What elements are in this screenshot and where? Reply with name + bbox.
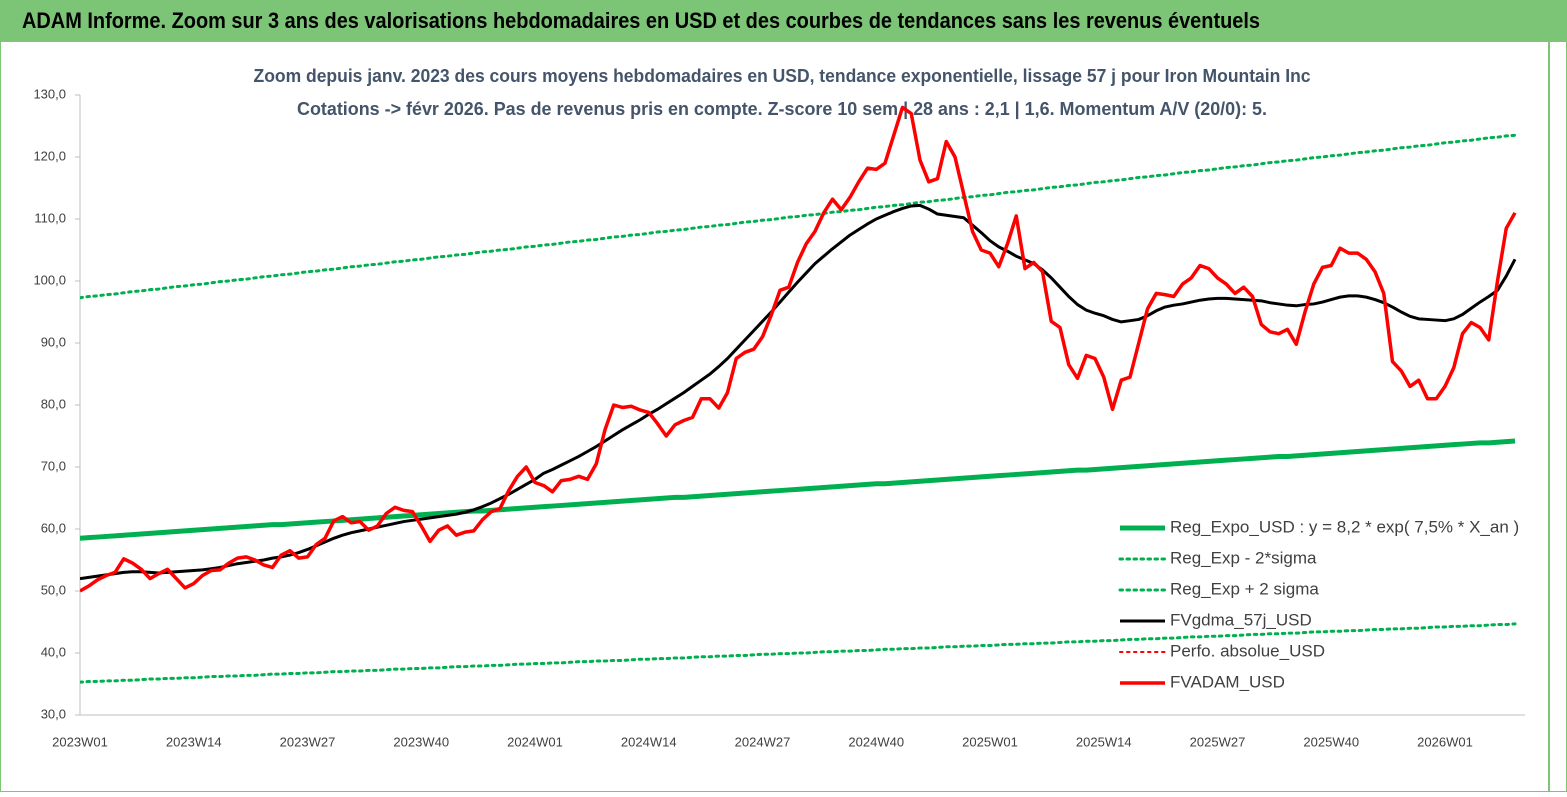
legend-label: Reg_Exp + 2 sigma — [1170, 579, 1319, 598]
x-tick-label: 2024W01 — [507, 734, 563, 749]
series-line — [80, 438, 1516, 541]
x-tick-label: 2025W14 — [1076, 734, 1132, 749]
series-line — [80, 133, 1517, 300]
y-tick-label: 100,0 — [33, 272, 66, 287]
banner-band — [0, 0, 1567, 42]
x-tick-label: 2024W27 — [735, 734, 791, 749]
x-tick-label: 2025W01 — [962, 734, 1018, 749]
chart-title: Zoom depuis janv. 2023 des cours moyens … — [254, 66, 1311, 86]
y-tick-label: 130,0 — [33, 86, 66, 101]
series-line — [80, 622, 1517, 684]
y-tick-label: 60,0 — [41, 520, 66, 535]
y-tick-label: 90,0 — [41, 334, 66, 349]
x-tick-label: 2025W40 — [1303, 734, 1359, 749]
legend-label: Perfo. absolue_USD — [1170, 641, 1325, 660]
banner-title: ADAM Informe. Zoom sur 3 ans des valoris… — [22, 8, 1260, 33]
x-tick-label: 2024W14 — [621, 734, 677, 749]
x-tick-label: 2023W01 — [52, 734, 108, 749]
legend-label: Reg_Exp - 2*sigma — [1170, 548, 1317, 567]
x-tick-label: 2023W27 — [280, 734, 336, 749]
legend-label: FVgdma_57j_USD — [1170, 610, 1312, 629]
x-tick-label: 2026W01 — [1417, 734, 1473, 749]
y-tick-label: 110,0 — [34, 210, 66, 225]
y-tick-label: 120,0 — [33, 148, 66, 163]
y-tick-label: 50,0 — [41, 582, 66, 597]
series-line — [80, 105, 1517, 593]
legend-label: FVADAM_USD — [1170, 672, 1285, 691]
x-tick-label: 2023W40 — [393, 734, 449, 749]
plot-lines — [80, 105, 1517, 684]
x-tick-label: 2024W40 — [848, 734, 904, 749]
y-tick-label: 30,0 — [41, 706, 66, 721]
x-tick-label: 2025W27 — [1190, 734, 1246, 749]
x-tick-label: 2023W14 — [166, 734, 222, 749]
y-tick-label: 70,0 — [41, 458, 66, 473]
y-tick-label: 80,0 — [41, 396, 66, 411]
y-tick-label: 40,0 — [41, 644, 66, 659]
chart-subtitle: Cotations -> févr 2026. Pas de revenus p… — [297, 99, 1267, 119]
legend-label: Reg_Expo_USD : y = 8,2 * exp( 7,5% * X_a… — [1170, 517, 1519, 536]
